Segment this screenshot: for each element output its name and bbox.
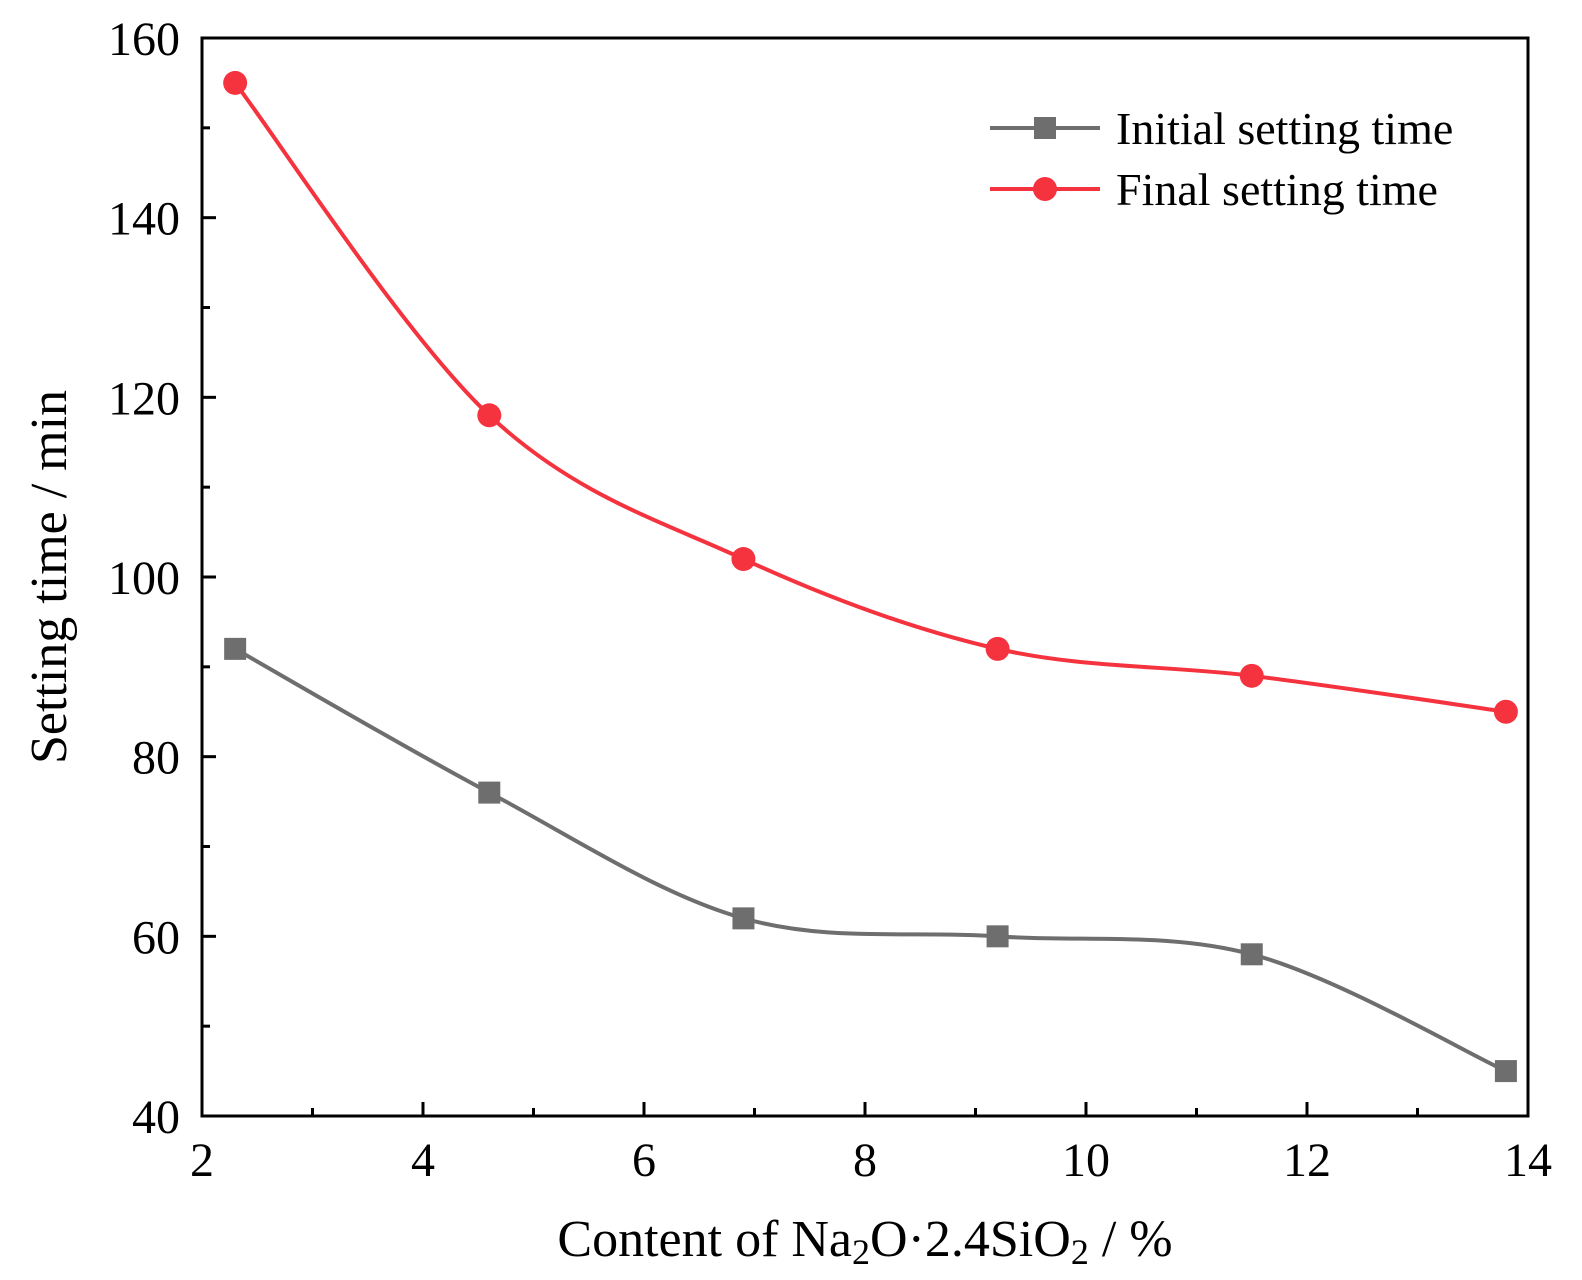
x-axis-title-sub2: 2 [1071,1232,1089,1272]
series-line-final [233,81,1507,714]
y-tick-label: 160 [108,13,180,66]
data-point-final [223,70,248,95]
data-point-final [1239,663,1264,688]
series-curves [233,81,1507,1073]
y-axis-title: Setting time / min [21,390,78,764]
x-axis-title-mid: O·2.4SiO [870,1211,1071,1268]
y-tick-label: 40 [132,1091,180,1144]
x-tick-label: 10 [1062,1134,1110,1187]
x-tick-label: 14 [1504,1134,1552,1187]
legend-label: Final setting time [1116,164,1438,215]
x-axis-title: Content of Na2O·2.4SiO2 / % [557,1211,1172,1272]
y-tick-label: 80 [132,732,180,785]
legend-marker [1033,177,1057,201]
series-line-initial [234,647,1507,1073]
data-point-initial [224,637,247,660]
data-point-initial [478,781,501,804]
legend: Initial setting time Final setting time [990,103,1453,215]
axis-ticks: 2 4 6 8 10 12 14 40 60 80 100 120 140 160 [108,13,1552,1187]
data-point-initial [986,925,1009,948]
legend-marker [1034,117,1056,139]
series-markers [223,70,1518,1083]
y-tick-label: 140 [108,193,180,246]
data-point-final [477,403,502,428]
y-tick-label: 100 [108,552,180,605]
y-tick-label: 120 [108,372,180,425]
data-point-final [1493,699,1518,724]
x-axis-title-prefix: Content of Na [557,1211,852,1268]
x-axis-title-suffix: / % [1089,1211,1173,1268]
data-point-initial [1494,1060,1517,1083]
legend-label: Initial setting time [1116,103,1453,154]
data-point-final [985,636,1010,661]
data-point-initial [1240,943,1263,966]
data-point-final [731,547,756,572]
x-tick-label: 8 [853,1134,877,1187]
x-tick-label: 12 [1283,1134,1331,1187]
data-point-initial [732,907,755,930]
y-tick-label: 60 [132,911,180,964]
x-tick-label: 6 [632,1134,656,1187]
x-tick-label: 2 [190,1134,214,1187]
x-axis-title-sub1: 2 [852,1232,870,1272]
x-tick-label: 4 [411,1134,435,1187]
